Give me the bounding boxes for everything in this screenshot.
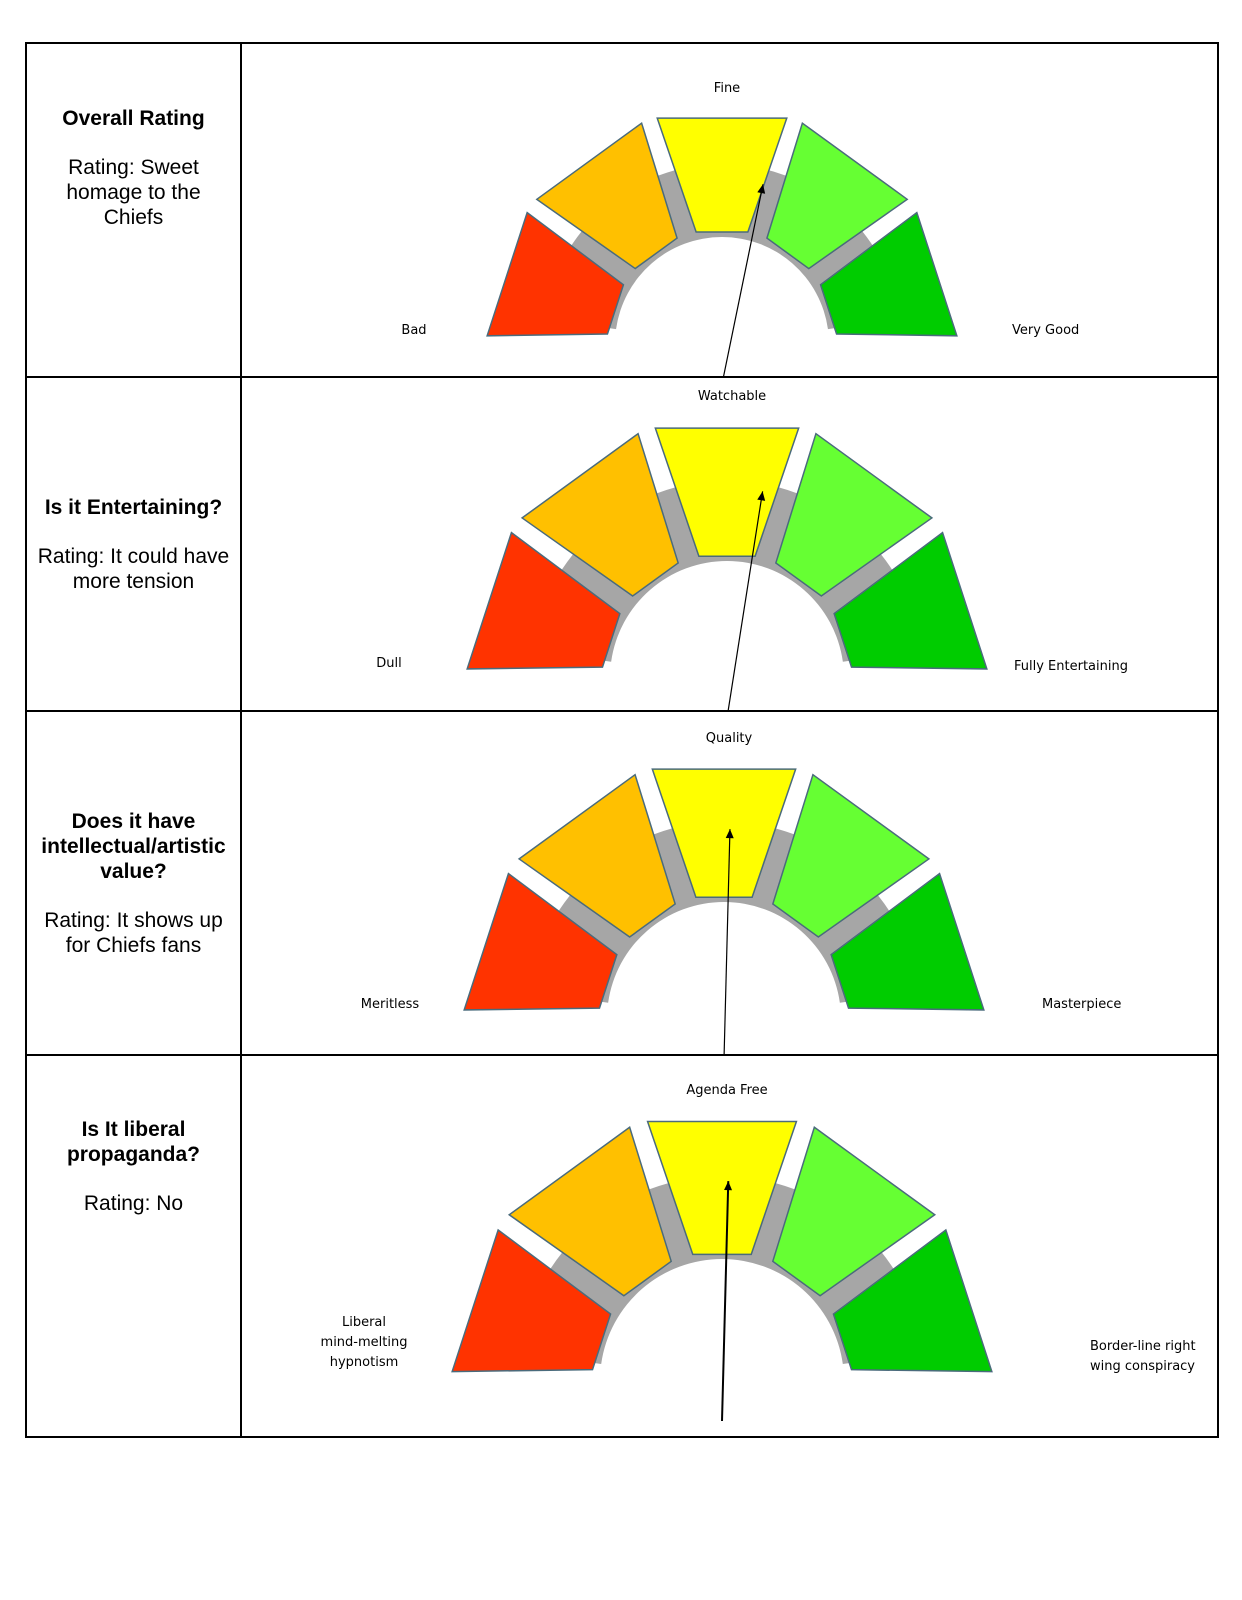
gauge-segment <box>832 1228 993 1373</box>
gauge-chart: Fine Bad Very Good <box>401 81 1079 376</box>
gauge-segment <box>535 121 678 270</box>
gauge-segment <box>774 432 934 597</box>
rating-text: Rating: No <box>83 1191 184 1215</box>
scale-label-low: Meritless <box>361 997 420 1012</box>
rating-row: Does it have intellectual/artistic value… <box>25 710 1219 1056</box>
rating-row: Is It liberal propaganda? Rating: No Age… <box>25 1054 1219 1438</box>
gauge-segment <box>507 1126 673 1297</box>
label-cell: Does it have intellectual/artistic value… <box>25 710 242 1056</box>
scale-label-mid: Fine <box>714 81 740 96</box>
rating-text: Rating: It shows up for Chiefs fans <box>44 908 223 957</box>
gauge-segment <box>651 768 797 898</box>
gauge-needle <box>721 1181 730 1422</box>
question-title: Is It liberal propaganda? <box>66 1117 200 1166</box>
gauge-chart: Quality Meritless Masterpiece <box>361 731 1121 1054</box>
gauge-cell: Agenda Free Liberal mind-melting hypnotism B… <box>240 1054 1219 1438</box>
scale-label-mid: Watchable <box>698 389 766 404</box>
gauge-cell: Watchable Dull Fully Entertaining <box>240 376 1219 712</box>
rating-text: Rating: It could have more tension <box>37 544 230 593</box>
gauge-segment <box>466 531 621 670</box>
scale-label-low: Bad <box>401 323 426 338</box>
rating-row: Overall Rating Rating: Sweet homage to t… <box>25 42 1219 378</box>
scale-label-high: Masterpiece <box>1042 997 1121 1012</box>
needle-arrowhead <box>724 1181 733 1191</box>
scale-label-mid: Quality <box>706 731 753 746</box>
scale-label-high: Border-line right wing conspiracy <box>1090 1339 1196 1374</box>
scale-label-mid: Agenda Free <box>686 1083 767 1098</box>
label-cell: Is It liberal propaganda? Rating: No <box>25 1054 242 1438</box>
scale-label-low: Liberal mind-melting hypnotism <box>321 1315 408 1370</box>
question-title: Is it Entertaining? <box>44 495 223 519</box>
gauge-segment <box>463 872 618 1011</box>
gauge-chart: Watchable Dull Fully Entertaining <box>376 389 1128 710</box>
scale-label-high: Very Good <box>1012 323 1079 338</box>
gauge-segment <box>833 531 988 670</box>
gauge-segment <box>646 1120 798 1256</box>
rating-row: Is it Entertaining? Rating: It could hav… <box>25 376 1219 712</box>
gauge-segment <box>451 1228 612 1373</box>
gauge-needle <box>727 491 764 710</box>
scale-label-high: Fully Entertaining <box>1014 659 1128 674</box>
needle-arrowhead <box>725 829 734 839</box>
gauge-cell: Quality Meritless Masterpiece <box>240 710 1219 1056</box>
needle-arrowhead <box>757 491 766 501</box>
gauge-segment <box>517 773 677 938</box>
label-cell: Overall Rating Rating: Sweet homage to t… <box>25 42 242 378</box>
gauge-segment <box>520 432 680 597</box>
gauge-chart: Agenda Free Liberal mind-melting hypnotism B… <box>321 1083 1196 1422</box>
scale-label-low: Dull <box>376 656 401 671</box>
needle-arrowhead <box>757 184 766 194</box>
question-title: Overall Rating <box>62 107 205 130</box>
gauge-segment <box>654 427 800 557</box>
gauge-cell: Fine Bad Very Good <box>240 42 1219 378</box>
gauge-segment <box>819 211 958 337</box>
gauge-needle <box>723 829 731 1054</box>
label-cell: Is it Entertaining? Rating: It could hav… <box>25 376 242 712</box>
gauge-segment <box>486 211 625 337</box>
gauge-segment <box>771 1126 937 1297</box>
gauge-segment <box>656 117 788 233</box>
rating-text: Rating: Sweet homage to the Chiefs <box>66 156 201 229</box>
gauge-segment <box>771 773 931 938</box>
question-title: Does it have intellectual/artistic value… <box>41 809 226 883</box>
gauge-segment <box>766 121 909 270</box>
ratings-table: Overall Rating Rating: Sweet homage to t… <box>25 42 1219 1438</box>
gauge-segment <box>830 872 985 1011</box>
gauge-needle <box>723 184 764 376</box>
